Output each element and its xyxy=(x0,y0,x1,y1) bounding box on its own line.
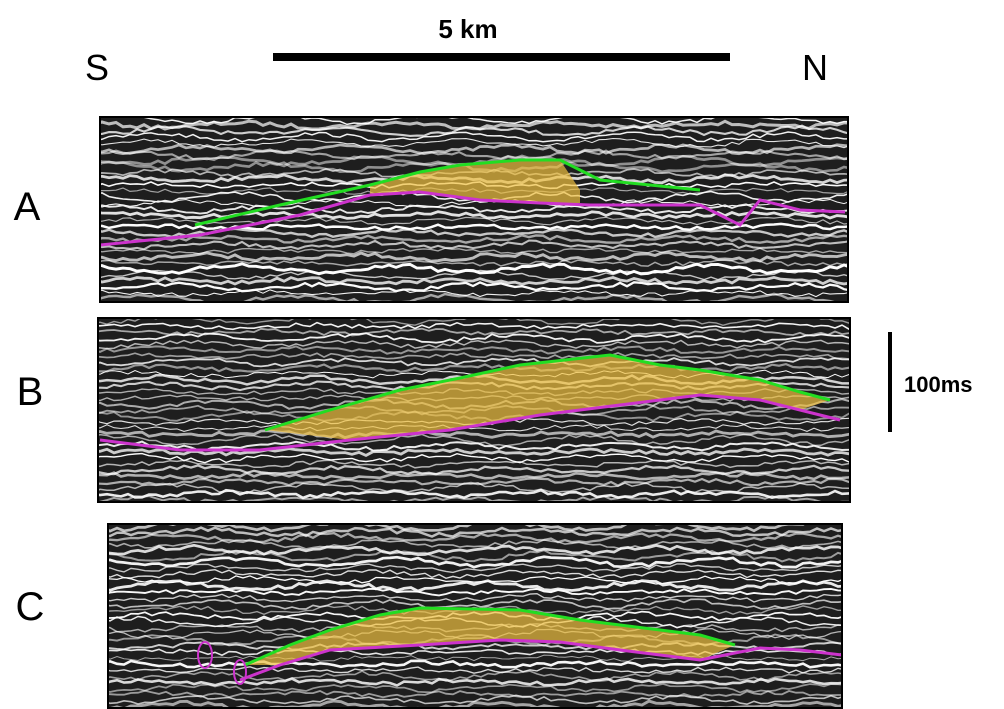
reflector xyxy=(100,251,848,263)
reflector xyxy=(98,339,850,350)
reflector xyxy=(108,555,842,569)
reflector xyxy=(98,471,850,481)
reflector xyxy=(108,524,842,533)
seismic-section xyxy=(108,524,842,708)
seismic-section xyxy=(98,318,850,502)
reflector xyxy=(108,689,842,699)
reflector xyxy=(100,262,848,276)
reflector xyxy=(100,210,848,220)
reflector xyxy=(108,659,842,669)
reflector xyxy=(98,357,850,368)
reflector xyxy=(108,575,842,585)
seismic-section xyxy=(100,117,848,302)
reflector xyxy=(98,459,850,469)
reflector xyxy=(108,670,842,682)
reflector xyxy=(108,677,842,687)
seismic-panels xyxy=(97,116,851,709)
reflector xyxy=(98,318,850,327)
reflector xyxy=(100,216,848,226)
reflector xyxy=(108,592,842,603)
reflector xyxy=(108,117,848,126)
horizon-base xyxy=(239,638,842,682)
reflector xyxy=(100,198,848,208)
reflector xyxy=(108,579,842,593)
reflector xyxy=(98,464,850,476)
reflector xyxy=(98,495,850,502)
reflector xyxy=(108,598,842,610)
reflector xyxy=(98,321,850,331)
reflector xyxy=(108,683,842,694)
reflector xyxy=(98,362,850,374)
reflector xyxy=(98,452,850,464)
reflector xyxy=(98,351,850,360)
reflector xyxy=(98,423,850,432)
horizon-base xyxy=(99,393,841,452)
reflector xyxy=(98,440,850,452)
reflector xyxy=(108,568,842,580)
reflector xyxy=(108,563,842,574)
reflector xyxy=(108,526,842,538)
reflector xyxy=(100,275,848,286)
horizon-top xyxy=(264,353,831,432)
reflector xyxy=(100,288,848,298)
direction-right: N xyxy=(802,47,828,88)
reflector xyxy=(100,281,848,293)
body-fill xyxy=(245,608,735,665)
reflector xyxy=(100,292,848,302)
marker xyxy=(197,641,213,669)
marker xyxy=(233,659,247,685)
reflector xyxy=(100,269,848,281)
reflector xyxy=(100,143,848,156)
horizon-top xyxy=(244,606,736,667)
reflector xyxy=(100,203,848,215)
reflector xyxy=(108,666,842,674)
reflector xyxy=(100,131,848,143)
panel-label: C xyxy=(16,585,45,629)
section-frame xyxy=(97,317,851,503)
reflector xyxy=(108,538,842,550)
horizon-top xyxy=(194,158,701,227)
reflector xyxy=(108,549,842,563)
body-fill xyxy=(265,355,830,440)
section-frame xyxy=(99,116,849,303)
reflector xyxy=(100,239,848,251)
time-label: 100ms xyxy=(904,372,973,397)
panel-label: B xyxy=(17,370,44,414)
reflector xyxy=(98,429,850,440)
reflector xyxy=(108,648,842,657)
scale-label: 5 km xyxy=(438,14,497,44)
panel-label: A xyxy=(14,185,41,229)
reflector xyxy=(98,345,850,355)
reflector xyxy=(98,327,850,337)
direction-left: S xyxy=(85,47,109,88)
reflector xyxy=(108,605,842,616)
reflector xyxy=(98,332,850,344)
reflector xyxy=(98,488,850,500)
reflector xyxy=(100,234,848,244)
reflector xyxy=(108,587,842,597)
section-frame xyxy=(107,523,843,709)
horizon-base xyxy=(100,190,846,247)
reflector xyxy=(100,247,848,255)
reflector xyxy=(100,137,848,149)
reflector xyxy=(100,124,848,137)
reflector xyxy=(100,259,848,267)
reflector xyxy=(100,222,848,232)
reflector xyxy=(98,447,850,457)
